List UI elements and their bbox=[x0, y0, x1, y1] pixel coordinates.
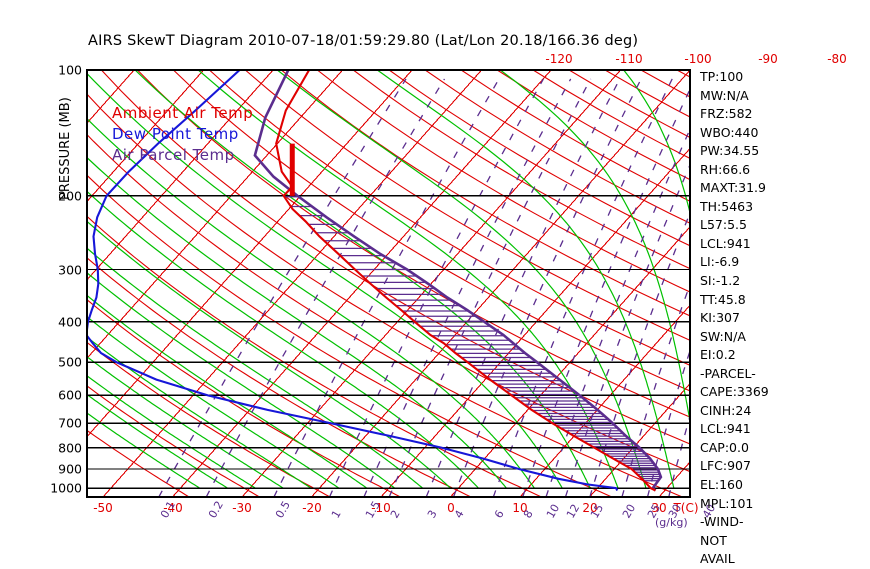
index-value: MAXT:31.9 bbox=[700, 179, 865, 198]
top-temp-tick: -100 bbox=[684, 52, 711, 66]
index-value: KI:307 bbox=[700, 309, 865, 328]
index-value: RH:66.6 bbox=[700, 161, 865, 180]
bottom-temp-tick: -50 bbox=[93, 501, 113, 515]
top-temp-tick: -120 bbox=[545, 52, 572, 66]
index-value: LCL:941 bbox=[700, 420, 865, 439]
index-value: PW:34.55 bbox=[700, 142, 865, 161]
index-value: SW:N/A bbox=[700, 328, 865, 347]
pressure-tick: 300 bbox=[40, 262, 82, 277]
top-temp-tick: -90 bbox=[758, 52, 778, 66]
index-value: TT:45.8 bbox=[700, 291, 865, 310]
pressure-tick: 1000 bbox=[40, 481, 82, 496]
pressure-tick: 900 bbox=[40, 462, 82, 477]
index-value: CAP:0.0 bbox=[700, 439, 865, 458]
bottom-temp-tick: -30 bbox=[232, 501, 252, 515]
index-value: NOT bbox=[700, 532, 865, 551]
index-value: MW:N/A bbox=[700, 87, 865, 106]
top-temp-tick: -80 bbox=[827, 52, 847, 66]
index-value: L57:5.5 bbox=[700, 216, 865, 235]
pressure-tick: 500 bbox=[40, 355, 82, 370]
x-axis-label-mixing-ratio: (g/kg) bbox=[655, 516, 688, 529]
top-temp-tick: -110 bbox=[615, 52, 642, 66]
index-value: TP:100 bbox=[700, 68, 865, 87]
index-value: CINH:24 bbox=[700, 402, 865, 421]
pressure-tick: 700 bbox=[40, 416, 82, 431]
index-value: FRZ:582 bbox=[700, 105, 865, 124]
index-value: MPL:101 bbox=[700, 495, 865, 514]
index-value: -WIND- bbox=[700, 513, 865, 532]
pressure-tick: 200 bbox=[40, 188, 82, 203]
bottom-temp-tick: -20 bbox=[302, 501, 322, 515]
index-value: CAPE:3369 bbox=[700, 383, 865, 402]
index-value: EI:0.2 bbox=[700, 346, 865, 365]
legend-item: Dew Point Temp bbox=[112, 125, 239, 143]
pressure-tick: 600 bbox=[40, 388, 82, 403]
index-value: SI:-1.2 bbox=[700, 272, 865, 291]
index-value: -PARCEL- bbox=[700, 365, 865, 384]
pressure-tick: 100 bbox=[40, 63, 82, 78]
index-value: LI:-6.9 bbox=[700, 253, 865, 272]
index-value: EL:160 bbox=[700, 476, 865, 495]
index-value: TH:5463 bbox=[700, 198, 865, 217]
index-value: AVAIL bbox=[700, 550, 865, 569]
y-axis-label: PRESSURE (MB) bbox=[58, 97, 73, 200]
pressure-tick: 400 bbox=[40, 314, 82, 329]
legend-item: Air Parcel Temp bbox=[112, 146, 235, 164]
legend-item: Ambient Air Temp bbox=[112, 104, 253, 122]
index-value: LCL:941 bbox=[700, 235, 865, 254]
index-value: LFC:907 bbox=[700, 457, 865, 476]
pressure-tick: 800 bbox=[40, 440, 82, 455]
index-value: WBO:440 bbox=[700, 124, 865, 143]
